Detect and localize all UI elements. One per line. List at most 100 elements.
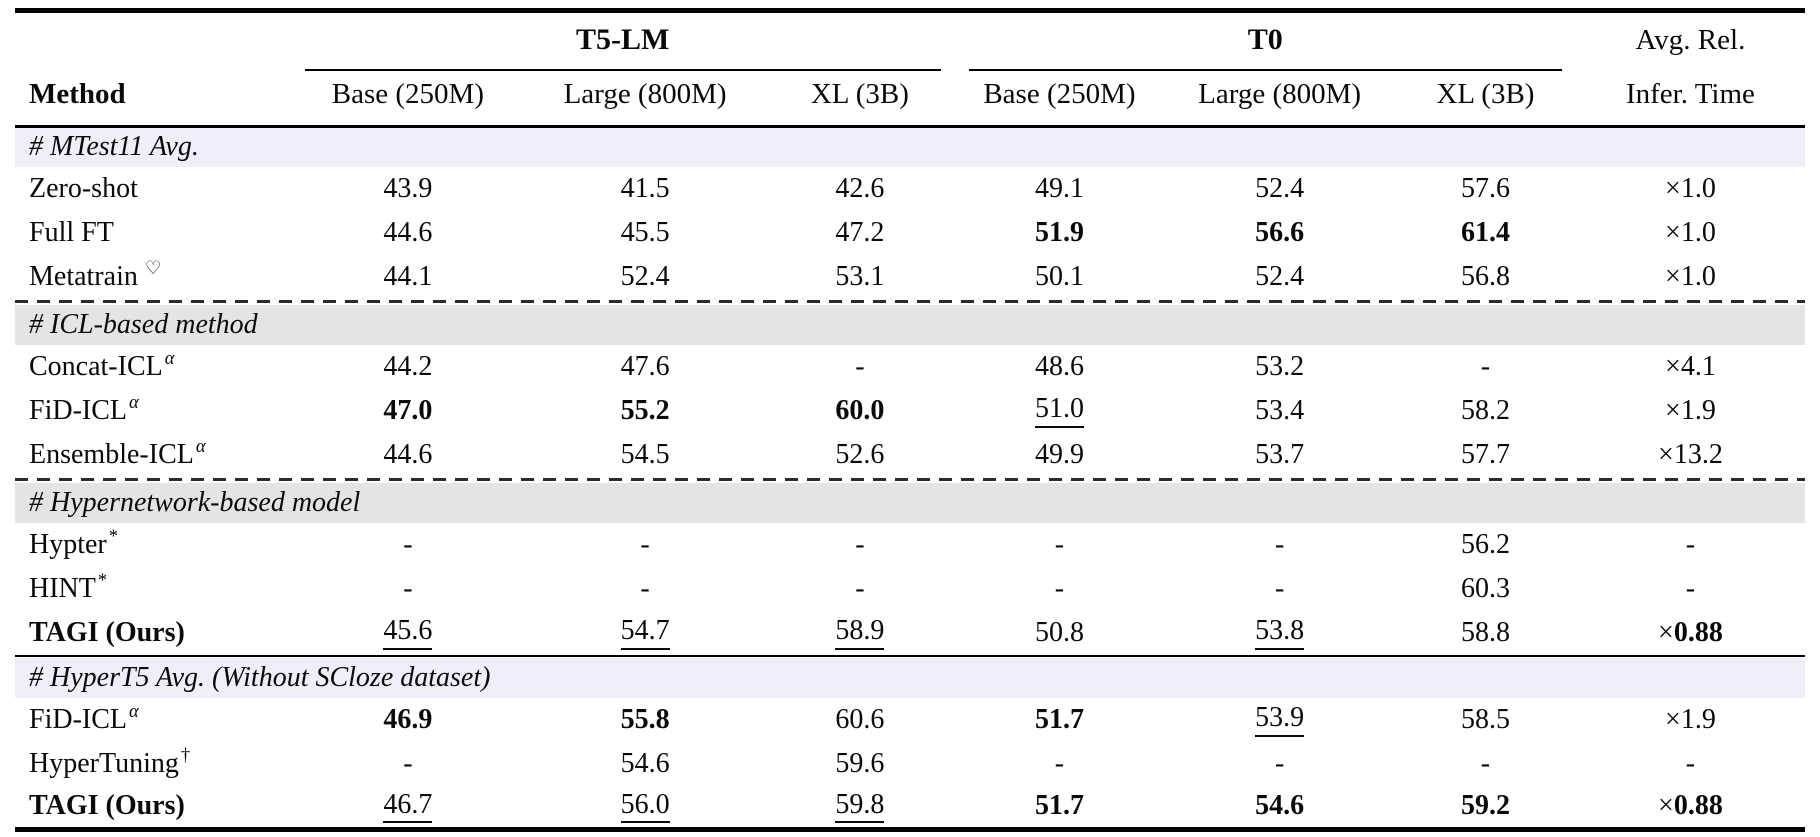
value: 54.6 bbox=[1255, 790, 1305, 822]
value-cell: 45.6 bbox=[291, 611, 525, 655]
table-row: Zero-shot 43.9 41.5 42.6 49.1 52.4 57.6 ×1.0 bbox=[15, 167, 1805, 211]
value: - bbox=[1685, 747, 1696, 779]
separator-line bbox=[15, 300, 1805, 303]
value: 1.0 bbox=[1680, 260, 1716, 292]
section-title: # Hypernetwork-based model bbox=[15, 482, 1805, 523]
value-cell: 50.8 bbox=[955, 611, 1164, 655]
col-header-t0-xl: XL (3B) bbox=[1395, 70, 1576, 128]
value-cell: - bbox=[1576, 523, 1805, 567]
value-cell: 53.9 bbox=[1164, 698, 1395, 742]
value: 44.1 bbox=[383, 260, 433, 292]
value: 53.2 bbox=[1255, 350, 1305, 382]
value-cell: - bbox=[1164, 523, 1395, 567]
value-cell: 60.0 bbox=[765, 389, 955, 433]
method-label: Metatrain bbox=[29, 260, 138, 292]
value-cell: - bbox=[765, 567, 955, 611]
value-cell: 45.5 bbox=[525, 211, 765, 255]
value-cell: - bbox=[1576, 742, 1805, 786]
value: 58.2 bbox=[1460, 394, 1510, 426]
value: 0.88 bbox=[1673, 616, 1723, 648]
section-title: # MTest11 Avg. bbox=[15, 126, 1805, 167]
value: 4.1 bbox=[1680, 350, 1716, 382]
value-cell: 54.7 bbox=[525, 611, 765, 655]
value: 43.9 bbox=[383, 172, 433, 204]
table-body: # MTest11 Avg. Zero-shot 43.9 41.5 42.6 49.1 5… bbox=[15, 126, 1805, 830]
value-cell: 57.6 bbox=[1395, 167, 1576, 211]
times-sign: × bbox=[1665, 703, 1681, 735]
value: - bbox=[855, 528, 865, 560]
results-table: T5-LM T0 Avg. Rel. Method Base (250M) La… bbox=[15, 8, 1805, 832]
dashed-separator bbox=[15, 299, 1805, 305]
method-cell: Metatrain ♡ bbox=[15, 255, 291, 299]
value-cell: 56.6 bbox=[1164, 211, 1395, 255]
solid-separator bbox=[15, 655, 1805, 658]
group-header-t0: T0 bbox=[955, 11, 1576, 71]
value-cell: - bbox=[1164, 567, 1395, 611]
value-cell: 49.9 bbox=[955, 433, 1164, 477]
value: 54.6 bbox=[620, 747, 670, 779]
separator-cell bbox=[15, 299, 1805, 305]
value: 51.9 bbox=[1034, 216, 1084, 248]
value-cell: 55.2 bbox=[525, 389, 765, 433]
group-header-row: T5-LM T0 Avg. Rel. bbox=[15, 11, 1805, 71]
value-cell: 44.6 bbox=[291, 433, 525, 477]
value-cell: 53.1 bbox=[765, 255, 955, 299]
value: 44.6 bbox=[383, 216, 433, 248]
value: 53.4 bbox=[1255, 394, 1305, 426]
value: 54.5 bbox=[620, 438, 670, 470]
value-cell: 58.2 bbox=[1395, 389, 1576, 433]
value-cell: 46.7 bbox=[291, 786, 525, 830]
value: - bbox=[1274, 572, 1285, 604]
value: 57.6 bbox=[1460, 172, 1510, 204]
value: 50.1 bbox=[1034, 260, 1084, 292]
infer-time-label: Infer. Time bbox=[1575, 70, 1805, 128]
value: 52.4 bbox=[1255, 172, 1305, 204]
value: - bbox=[1480, 350, 1491, 382]
value-cell: - bbox=[291, 742, 525, 786]
section-title-row: # ICL-based method bbox=[15, 304, 1805, 345]
value-cell: ×1.9 bbox=[1576, 698, 1805, 742]
method-superscript: † bbox=[180, 745, 191, 766]
value-cell: 56.8 bbox=[1395, 255, 1576, 299]
value-cell: 52.4 bbox=[1164, 255, 1395, 299]
value: 52.4 bbox=[620, 260, 670, 292]
method-label: Full FT bbox=[29, 216, 114, 248]
times-sign: × bbox=[1665, 216, 1681, 248]
value: 56.2 bbox=[1460, 528, 1510, 560]
value: 60.3 bbox=[1460, 572, 1510, 604]
value: 56.8 bbox=[1460, 260, 1510, 292]
value-cell: 54.6 bbox=[1164, 786, 1395, 830]
value-cell: 58.5 bbox=[1395, 698, 1576, 742]
method-label: HyperTuning bbox=[29, 747, 179, 779]
value: - bbox=[855, 350, 865, 382]
value: 51.7 bbox=[1034, 790, 1084, 822]
value-cell: 52.4 bbox=[1164, 167, 1395, 211]
table-row: TAGI (Ours) 45.6 54.7 58.9 50.8 53.8 58.8 ×0.88 bbox=[15, 611, 1805, 655]
value-cell: 47.2 bbox=[765, 211, 955, 255]
method-cell: TAGI (Ours) bbox=[15, 786, 291, 830]
value: 44.2 bbox=[383, 350, 433, 382]
times-sign: × bbox=[1658, 616, 1674, 648]
value-cell: 51.7 bbox=[955, 698, 1164, 742]
value: 52.4 bbox=[1255, 260, 1305, 292]
value: 52.6 bbox=[835, 438, 885, 470]
value: 1.9 bbox=[1680, 394, 1716, 426]
value-cell: 57.7 bbox=[1395, 433, 1576, 477]
value: - bbox=[403, 747, 413, 779]
times-sign: × bbox=[1665, 260, 1681, 292]
value: 56.0 bbox=[620, 790, 670, 824]
method-label: TAGI (Ours) bbox=[29, 790, 185, 822]
value: - bbox=[1274, 528, 1285, 560]
method-cell: Zero-shot bbox=[15, 167, 291, 211]
table-row: Ensemble-ICL α 44.6 54.5 52.6 49.9 53.7 57.7 ×13… bbox=[15, 433, 1805, 477]
value: - bbox=[640, 572, 650, 604]
value-cell: - bbox=[1395, 742, 1576, 786]
value: 45.5 bbox=[620, 216, 670, 248]
method-cell: Concat-ICL α bbox=[15, 345, 291, 389]
value: 58.9 bbox=[835, 616, 885, 650]
value-cell: 46.9 bbox=[291, 698, 525, 742]
value: 46.7 bbox=[383, 790, 433, 824]
value-cell: 52.6 bbox=[765, 433, 955, 477]
separator-line bbox=[15, 478, 1805, 481]
